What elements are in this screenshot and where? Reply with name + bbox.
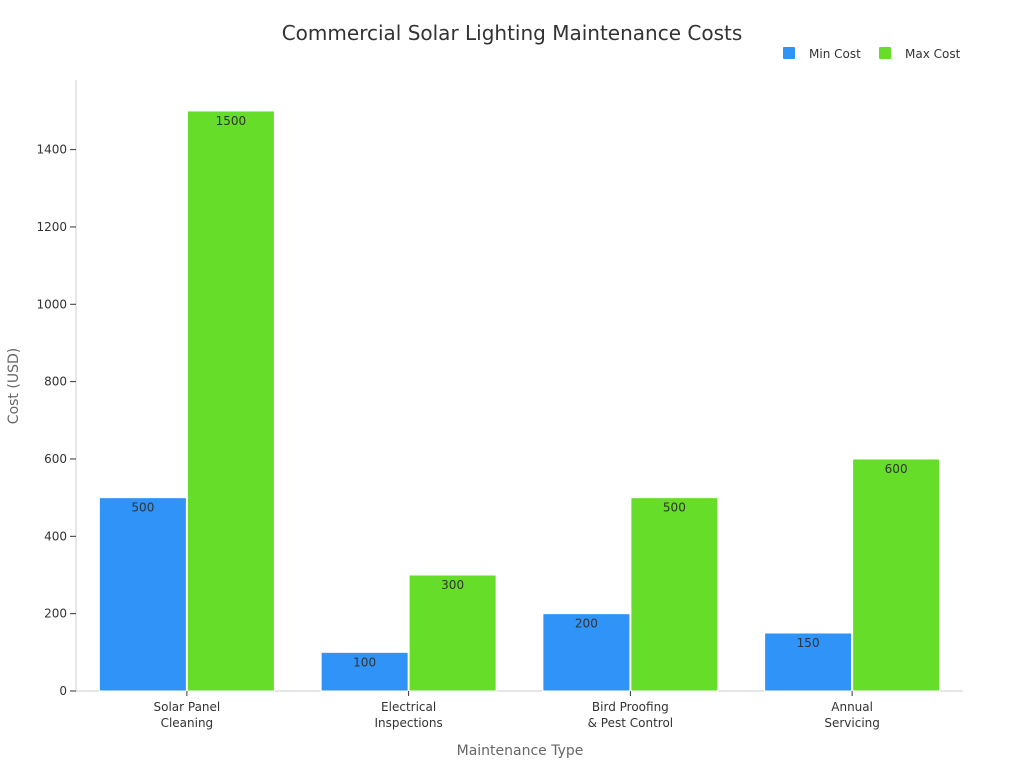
- x-tick-label: Cleaning: [161, 716, 214, 730]
- y-tick-label: 600: [44, 452, 67, 466]
- bar: [542, 613, 631, 692]
- bar: [408, 574, 497, 692]
- bar: [320, 651, 409, 692]
- data-label: 500: [131, 501, 154, 515]
- legend-label-max-cost: Max Cost: [905, 47, 961, 61]
- bar: [98, 497, 187, 692]
- data-label: 200: [575, 617, 598, 631]
- bar: [852, 458, 941, 692]
- data-label: 1500: [216, 114, 247, 128]
- chart-title: Commercial Solar Lighting Maintenance Co…: [282, 21, 743, 45]
- data-label: 150: [797, 636, 820, 650]
- y-tick-label: 1200: [36, 220, 67, 234]
- x-tick-label: Electrical: [381, 700, 436, 714]
- x-tick-label: Solar Panel: [153, 700, 220, 714]
- data-label: 100: [353, 655, 376, 669]
- y-tick-label: 0: [59, 684, 67, 698]
- x-tick-label: Servicing: [824, 716, 880, 730]
- y-tick-label: 200: [44, 607, 67, 621]
- x-tick-label: Annual: [831, 700, 873, 714]
- x-tick-label: Bird Proofing: [592, 700, 669, 714]
- y-tick-label: 800: [44, 375, 67, 389]
- data-label: 500: [663, 501, 686, 515]
- legend-swatch-max-cost: [879, 47, 891, 59]
- x-tick-label: Inspections: [375, 716, 443, 730]
- legend: Min Cost Max Cost: [783, 47, 961, 61]
- y-tick-label: 1000: [36, 297, 67, 311]
- bar: [630, 497, 719, 692]
- data-label: 300: [441, 578, 464, 592]
- bar: [764, 632, 853, 692]
- y-axis-title: Cost (USD): [6, 348, 22, 424]
- legend-label-min-cost: Min Cost: [809, 47, 861, 61]
- legend-swatch-min-cost: [783, 47, 795, 59]
- plot-area: 0 200 400 600 800 1000 1200 1400 500 1500 Solar Pa…: [36, 80, 963, 730]
- y-tick-label: 400: [44, 529, 67, 543]
- bar: [186, 110, 275, 692]
- y-tick-label: 1400: [36, 143, 67, 157]
- x-tick-label: & Pest Control: [588, 716, 674, 730]
- x-axis-title: Maintenance Type: [457, 743, 584, 759]
- data-label: 600: [885, 462, 908, 476]
